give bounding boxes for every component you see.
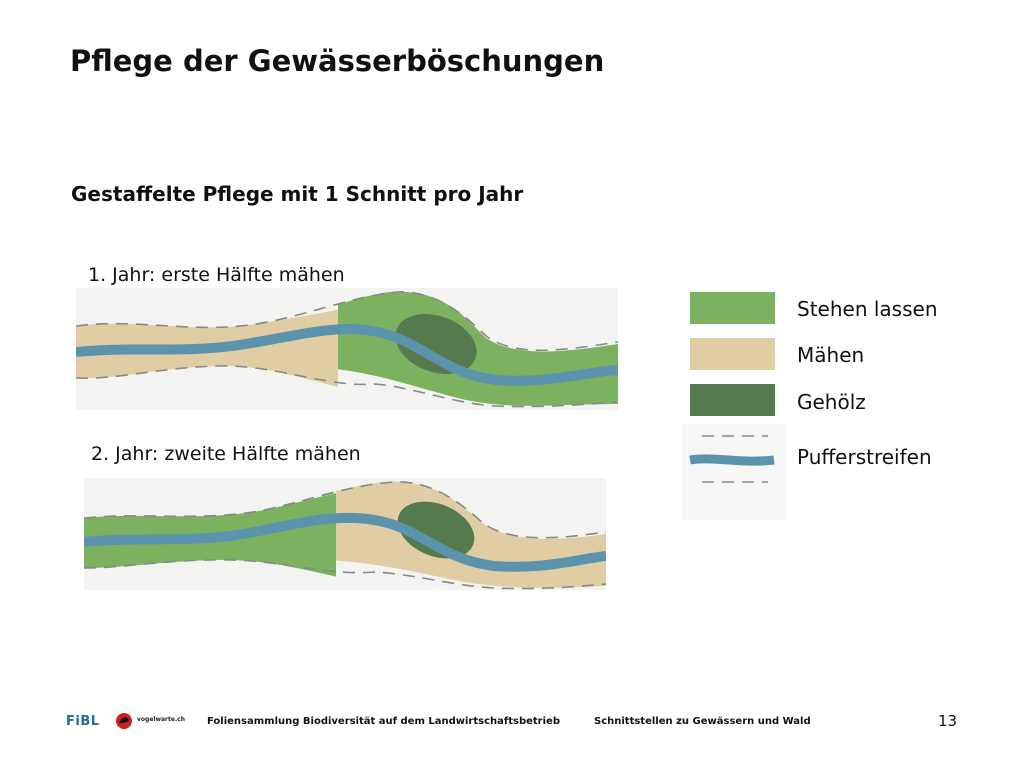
woody-patch [397, 501, 475, 559]
legend-swatch-buffer [682, 424, 786, 520]
buffer-line-bottom [76, 365, 618, 408]
slide-title: Pflege der Gewässerböschungen [70, 44, 605, 78]
buffer-swatch-river [689, 454, 775, 466]
buffer-line-top [84, 481, 606, 539]
legend-swatch-standing [690, 292, 775, 324]
step-1-label: 1. Jahr: erste Hälfte mähen [88, 264, 345, 286]
woody-patch [395, 314, 477, 374]
legend-label-mowed: Mähen [797, 343, 865, 367]
fibl-logo: FiBL [66, 714, 100, 729]
buffer-line-top [76, 291, 618, 352]
footer-collection-title: Foliensammlung Biodiversität auf dem Lan… [207, 716, 560, 727]
river-diagram-year-2 [84, 478, 606, 590]
legend-swatch-woody [690, 384, 775, 416]
step-2-label: 2. Jahr: zweite Hälfte mähen [91, 443, 361, 465]
river-stream [84, 512, 606, 572]
slide-subtitle: Gestaffelte Pflege mit 1 Schnitt pro Jah… [71, 182, 524, 206]
legend-swatch-mowed [690, 338, 775, 370]
footer-chapter-title: Schnittstellen zu Gewässern und Wald [594, 716, 811, 727]
vogelwarte-logo-text: vogelwarte.ch [137, 716, 186, 723]
legend-label-woody: Gehölz [797, 390, 866, 414]
river-stream [76, 323, 618, 386]
legend-label-standing: Stehen lassen [797, 297, 938, 321]
buffer-line-bottom [84, 559, 606, 590]
page-number: 13 [938, 712, 958, 730]
legend-label-buffer: Pufferstreifen [797, 445, 932, 469]
river-diagram-year-1 [76, 288, 618, 410]
vogelwarte-logo-icon [116, 713, 132, 729]
buffer-swatch-background [682, 424, 786, 520]
